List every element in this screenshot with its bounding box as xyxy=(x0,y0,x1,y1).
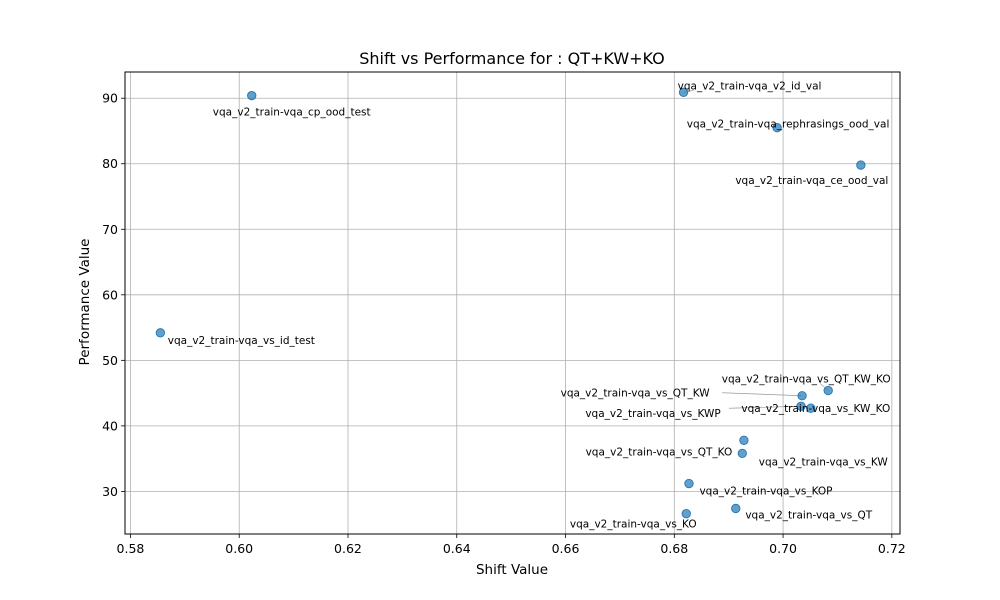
y-tick-label: 50 xyxy=(102,353,118,368)
data-point xyxy=(739,435,749,445)
y-tick-label: 90 xyxy=(102,91,118,106)
x-tick-label: 0.66 xyxy=(552,541,580,556)
point-labels: vqa_v2_train-vqa_cp_ood_test vqa_v2_train… xyxy=(168,80,891,530)
data-point xyxy=(684,478,694,489)
point-label: vqa_v2_train-vqa_vs_KOP xyxy=(699,486,832,498)
leader-line xyxy=(729,405,802,409)
leader-line xyxy=(722,392,803,397)
point-label: vqa_v2_train-vqa_vs_KW xyxy=(759,456,889,468)
data-point xyxy=(737,448,747,459)
x-tick-label: 0.72 xyxy=(878,541,906,556)
point-label: vqa_v2_train-vqa_rephrasings_ood_val xyxy=(687,119,890,131)
x-tick-label: 0.58 xyxy=(117,541,145,556)
point-label: vqa_v2_train-vqa_cp_ood_test xyxy=(213,107,371,119)
data-point xyxy=(681,509,691,519)
point-label: vqa_v2_train-vqa_vs_KW_KO xyxy=(741,403,890,415)
chart-title: Shift vs Performance for : QT+KW+KO xyxy=(359,49,665,68)
plot-frame xyxy=(124,71,901,535)
y-tick-label: 60 xyxy=(102,287,118,302)
point-label: vqa_v2_train-vqa_vs_QT xyxy=(745,509,872,521)
point-label: vqa_v2_train-vqa_vs_QT_KW xyxy=(561,388,711,400)
grid-lines xyxy=(125,72,900,534)
axis-ticks: 0.58 0.60 0.62 0.64 0.66 0.68 0.70 0.72 30 40 50 60… xyxy=(102,91,906,556)
data-point xyxy=(797,391,807,401)
point-label: vqa_v2_train-vqa_vs_KO xyxy=(570,519,697,531)
data-point xyxy=(731,503,741,514)
point-label: vqa_v2_train-vqa_vs_id_test xyxy=(168,335,315,347)
y-tick-label: 80 xyxy=(102,156,118,171)
data-point xyxy=(155,328,166,338)
y-tick-label: 30 xyxy=(102,484,118,499)
point-label: vqa_v2_train-vqa_vs_KWP xyxy=(585,408,720,420)
x-tick-label: 0.62 xyxy=(334,541,362,556)
data-point xyxy=(823,385,833,396)
point-label: vqa_v2_train-vqa_v2_id_val xyxy=(678,80,822,92)
y-tick-label: 70 xyxy=(102,222,118,237)
data-point xyxy=(772,123,782,133)
data-point xyxy=(796,401,806,411)
point-label: vqa_v2_train-vqa_vs_QT_KO xyxy=(586,446,733,458)
data-point xyxy=(856,160,866,170)
x-tick-label: 0.64 xyxy=(443,541,471,556)
data-point xyxy=(678,87,689,97)
y-tick-label: 40 xyxy=(102,418,118,433)
x-axis-label: Shift Value xyxy=(476,562,548,578)
data-points xyxy=(155,87,866,519)
point-label: vqa_v2_train-vqa_ce_ood_val xyxy=(735,175,888,187)
x-tick-label: 0.60 xyxy=(225,541,253,556)
y-axis-label: Performance Value xyxy=(77,239,93,366)
x-tick-label: 0.68 xyxy=(660,541,688,556)
data-point xyxy=(806,403,816,413)
point-label: vqa_v2_train-vqa_vs_QT_KW_KO xyxy=(722,373,891,385)
x-tick-label: 0.70 xyxy=(769,541,797,556)
data-point xyxy=(247,90,257,101)
